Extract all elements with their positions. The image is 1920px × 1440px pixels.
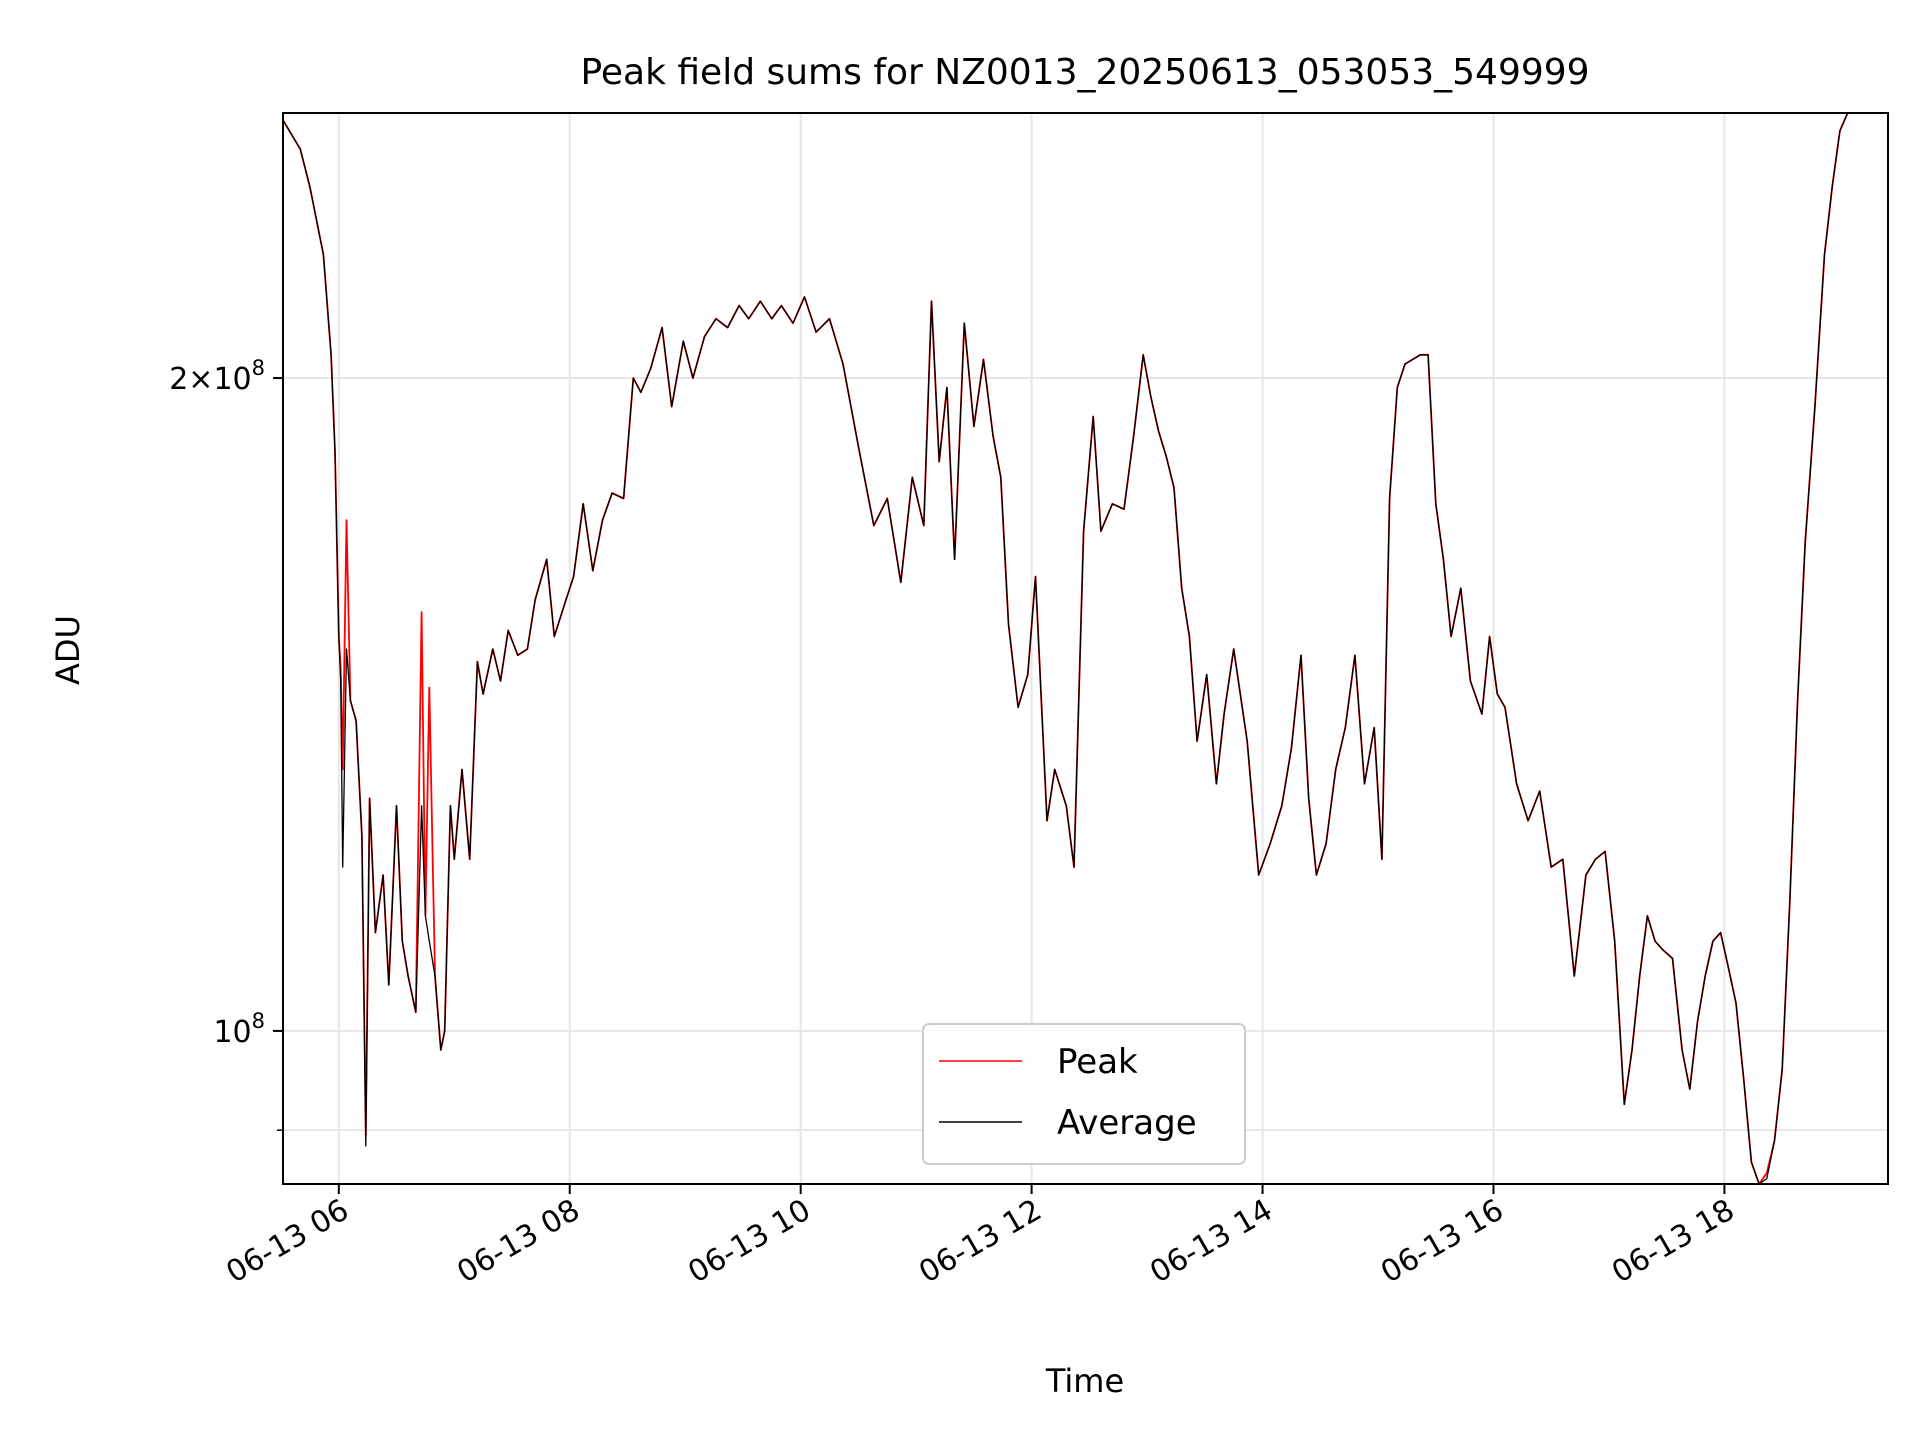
legend-box [922,1023,1246,1165]
y-tick-label: 108 [213,1009,265,1050]
y-axis: 2×108 108 [169,356,283,1131]
x-tick-label: 06-13 10 [682,1193,816,1291]
x-axis-label: Time [1045,1362,1124,1400]
series-line-average [282,112,1849,1185]
x-tick-label: 06-13 12 [913,1193,1047,1291]
legend: Peak Average [922,1023,1246,1165]
y-tick-label: 2×108 [169,356,265,397]
y-tick-exponent: 8 [252,356,265,380]
series-layer [282,112,1849,1185]
y-tick-exponent: 8 [252,1009,265,1033]
legend-peak-label: Peak [1057,1042,1138,1082]
plot-frame [282,112,1889,1185]
y-axis-label: ADU [49,615,87,685]
chart-title: Peak field sums for NZ0013_20250613_0530… [580,52,1589,93]
legend-average-label: Average [1057,1103,1197,1143]
x-tick-label: 06-13 06 [220,1193,354,1291]
x-tick-label: 06-13 18 [1606,1193,1740,1291]
x-tick-label: 06-13 14 [1144,1193,1278,1291]
x-tick-label: 06-13 08 [451,1193,585,1291]
x-tick-label: 06-13 16 [1375,1193,1509,1291]
x-axis: 06-13 06 06-13 08 06-13 10 06-13 12 06-13 14… [220,1184,1740,1290]
